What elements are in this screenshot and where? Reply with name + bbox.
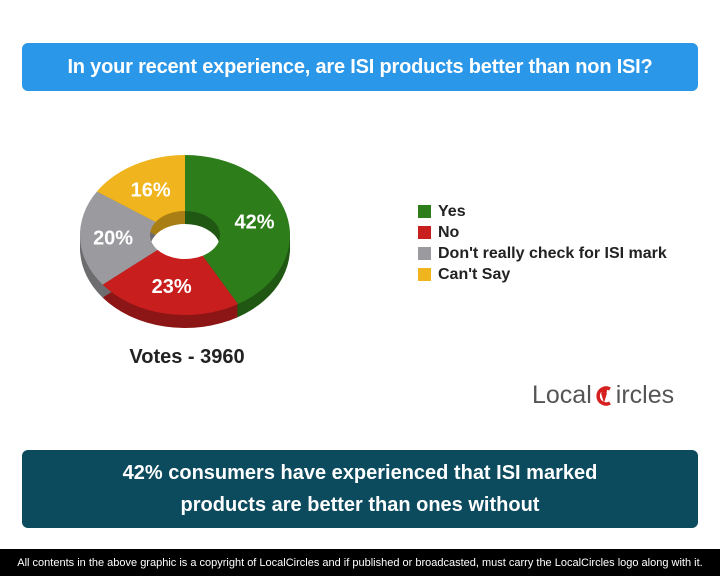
legend-swatch [418, 268, 431, 281]
legend-label: Yes [438, 202, 466, 220]
legend-item-no: No [418, 222, 667, 243]
slice-label: 20% [93, 227, 133, 249]
question-banner: In your recent experience, are ISI produ… [22, 43, 698, 91]
legend-label: No [438, 223, 460, 241]
logo-text-local: Local [532, 381, 592, 409]
copyright-footer: All contents in the above graphic is a c… [0, 549, 720, 576]
legend-swatch [418, 205, 431, 218]
conclusion-banner: 42% consumers have experienced that ISI … [22, 450, 698, 528]
localcircles-logo: Local ircles [532, 381, 674, 410]
slice-can-t-say [96, 155, 185, 222]
conclusion-text: 42% consumers have experienced that ISI … [122, 462, 598, 516]
slice-yes [185, 155, 290, 305]
votes-count: Votes - 3960 [129, 346, 245, 368]
slice-label: 23% [152, 276, 192, 298]
footer-text: All contents in the above graphic is a c… [17, 556, 703, 569]
legend-label: Don't really check for ISI mark [438, 244, 667, 262]
legend-swatch [418, 226, 431, 239]
logo-text-ircles: ircles [615, 381, 675, 409]
slice-label: 42% [234, 211, 274, 233]
legend-item-cant-say: Can't Say [418, 264, 667, 285]
slice-don-t-really-check-for-isi-mark [79, 191, 158, 285]
legend-swatch [418, 247, 431, 260]
question-text: In your recent experience, are ISI produ… [67, 55, 653, 78]
slice-label: 16% [131, 179, 171, 201]
legend-item-yes: Yes [418, 201, 667, 222]
logo-c-icon [593, 383, 615, 409]
chart-legend: Yes No Don't really check for ISI mark C… [418, 201, 667, 285]
donut-chart: 42% 23% 20% 16% [79, 155, 290, 328]
slice-no [102, 249, 238, 315]
legend-label: Can't Say [438, 265, 511, 283]
legend-item-dont-check: Don't really check for ISI mark [418, 243, 667, 264]
